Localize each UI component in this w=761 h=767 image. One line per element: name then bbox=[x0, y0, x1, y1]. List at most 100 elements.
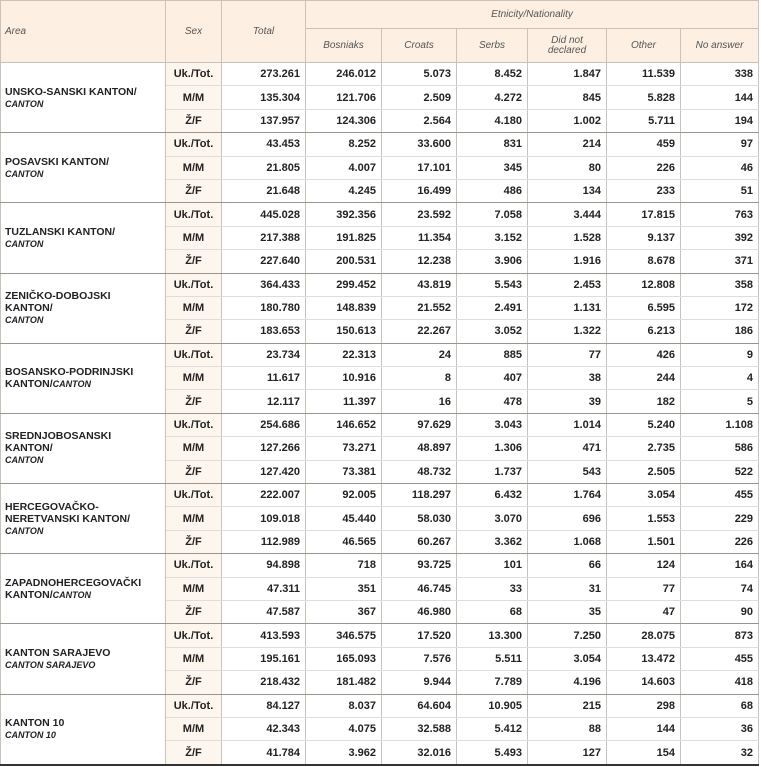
value-cell: 93.725 bbox=[381, 553, 457, 578]
value-cell: 16 bbox=[381, 389, 457, 414]
value-cell: 5.711 bbox=[606, 109, 681, 134]
value-cell: 77 bbox=[527, 343, 607, 368]
value-cell: 46 bbox=[679, 156, 760, 180]
value-cell: 43.453 bbox=[221, 132, 306, 157]
value-cell: 48.897 bbox=[381, 436, 457, 461]
value-cell: 172 bbox=[679, 296, 760, 321]
table-row: KANTON SARAJEVO CANTON SARAJEVO Uk./Tot. 41… bbox=[0, 623, 760, 695]
value-cell: 4.075 bbox=[305, 717, 382, 742]
value-cell: 14.603 bbox=[606, 670, 681, 695]
table-row: Ž/F 41.784 3.962 32.016 5.493 127 154 32 bbox=[1, 740, 760, 766]
value-cell: 3.052 bbox=[456, 319, 528, 344]
value-cell: 367 bbox=[305, 600, 382, 625]
canton-name: POSAVSKI KANTON/ bbox=[5, 155, 110, 168]
area-cell: ZENIČKO-DOBOJSKI KANTON/CANTON bbox=[0, 273, 166, 344]
table-row: TUZLANSKI KANTON/CANTON Uk./Tot. 445.028 39… bbox=[0, 202, 760, 274]
sex-cell: Uk./Tot. bbox=[165, 413, 222, 438]
value-cell: 227.640 bbox=[221, 249, 306, 274]
value-cell: 364.433 bbox=[221, 273, 306, 297]
value-cell: 92.005 bbox=[305, 483, 382, 508]
area-cell: BOSANSKO-PODRINJSKI KANTON/CANTON bbox=[0, 343, 166, 414]
table-row: M/M 11.617 10.916 8 407 38 244 4 bbox=[1, 366, 760, 391]
value-cell: 445.028 bbox=[221, 202, 306, 227]
area-cell: POSAVSKI KANTON/CANTON bbox=[0, 132, 166, 204]
value-cell: 45.440 bbox=[305, 506, 382, 531]
value-cell: 4.180 bbox=[456, 109, 528, 134]
sex-header: Sex bbox=[165, 0, 222, 63]
value-cell: 137.957 bbox=[221, 109, 306, 134]
canton-subname: CANTON bbox=[52, 589, 91, 600]
value-cell: 22.267 bbox=[381, 319, 457, 344]
value-cell: 41.784 bbox=[221, 740, 306, 766]
table-body: UNSKO-SANSKI KANTON/CANTON Uk./Tot. 273.26… bbox=[0, 62, 760, 766]
value-cell: 254.686 bbox=[221, 413, 306, 438]
value-cell: 1.108 bbox=[679, 413, 760, 438]
value-cell: 68 bbox=[679, 694, 760, 718]
sex-cell: M/M bbox=[165, 226, 222, 251]
area-cell: KANTON 10 CANTON 10 bbox=[0, 694, 166, 766]
value-cell: 8.252 bbox=[305, 132, 382, 157]
sex-cell: Uk./Tot. bbox=[165, 343, 222, 368]
table-row: Ž/F 218.432 181.482 9.944 7.789 4.196 14.603 41… bbox=[1, 670, 760, 695]
value-cell: 31 bbox=[527, 577, 607, 601]
value-cell: 64.604 bbox=[381, 694, 457, 718]
value-cell: 763 bbox=[679, 202, 760, 227]
table-row: ZAPADNOHERCEGOVAČKI KANTON/CANTON Uk./Tot… bbox=[0, 553, 760, 625]
value-cell: 2.509 bbox=[381, 85, 457, 110]
value-cell: 5.240 bbox=[606, 413, 681, 438]
value-cell: 8.452 bbox=[456, 62, 528, 87]
value-cell: 74 bbox=[679, 577, 760, 601]
value-cell: 338 bbox=[679, 62, 760, 87]
value-cell: 28.075 bbox=[606, 623, 681, 648]
value-cell: 33.600 bbox=[381, 132, 457, 157]
value-cell: 8.678 bbox=[606, 249, 681, 274]
value-cell: 831 bbox=[456, 132, 528, 157]
column-header: Did not declared bbox=[527, 28, 607, 63]
value-cell: 150.613 bbox=[305, 319, 382, 344]
sex-cell: Uk./Tot. bbox=[165, 202, 222, 227]
value-cell: 455 bbox=[679, 483, 760, 508]
value-cell: 1.847 bbox=[527, 62, 607, 87]
value-cell: 164 bbox=[679, 553, 760, 578]
sex-cell: Ž/F bbox=[165, 249, 222, 274]
value-cell: 46.980 bbox=[381, 600, 457, 625]
value-cell: 32 bbox=[679, 740, 760, 766]
value-cell: 127.266 bbox=[221, 436, 306, 461]
table-row: Ž/F 127.420 73.381 48.732 1.737 543 2.505 522 bbox=[1, 460, 760, 485]
area-cell: SREDNJOBOSANSKI KANTON/CANTON bbox=[0, 413, 166, 485]
value-cell: 215 bbox=[527, 694, 607, 718]
value-cell: 112.989 bbox=[221, 530, 306, 555]
sex-cell: Ž/F bbox=[165, 530, 222, 555]
canton-subname: CANTON 10 bbox=[5, 730, 56, 741]
value-cell: 42.343 bbox=[221, 717, 306, 742]
sex-cell: Ž/F bbox=[165, 109, 222, 134]
value-cell: 200.531 bbox=[305, 249, 382, 274]
value-cell: 182 bbox=[606, 389, 681, 414]
total-header: Total bbox=[221, 0, 306, 63]
value-cell: 214 bbox=[527, 132, 607, 157]
value-cell: 47.311 bbox=[221, 577, 306, 601]
table-row: M/M 127.266 73.271 48.897 1.306 471 2.735 586 bbox=[1, 436, 760, 461]
value-cell: 2.735 bbox=[606, 436, 681, 461]
value-cell: 459 bbox=[606, 132, 681, 157]
sex-cell: M/M bbox=[165, 85, 222, 110]
value-cell: 32.588 bbox=[381, 717, 457, 742]
canton-name: TUZLANSKI KANTON/ bbox=[5, 225, 116, 238]
value-cell: 48.732 bbox=[381, 460, 457, 485]
value-cell: 1.068 bbox=[527, 530, 607, 555]
table-row: Ž/F 137.957 124.306 2.564 4.180 1.002 5.711 194 bbox=[1, 109, 760, 134]
value-cell: 8.037 bbox=[305, 694, 382, 718]
value-cell: 124.306 bbox=[305, 109, 382, 134]
value-cell: 392.356 bbox=[305, 202, 382, 227]
value-cell: 3.043 bbox=[456, 413, 528, 438]
value-cell: 1.553 bbox=[606, 506, 681, 531]
value-cell: 12.808 bbox=[606, 273, 681, 297]
value-cell: 97 bbox=[679, 132, 760, 157]
value-cell: 413.593 bbox=[221, 623, 306, 648]
value-cell: 46.745 bbox=[381, 577, 457, 601]
value-cell: 358 bbox=[679, 273, 760, 297]
value-cell: 7.789 bbox=[456, 670, 528, 695]
value-cell: 244 bbox=[606, 366, 681, 391]
